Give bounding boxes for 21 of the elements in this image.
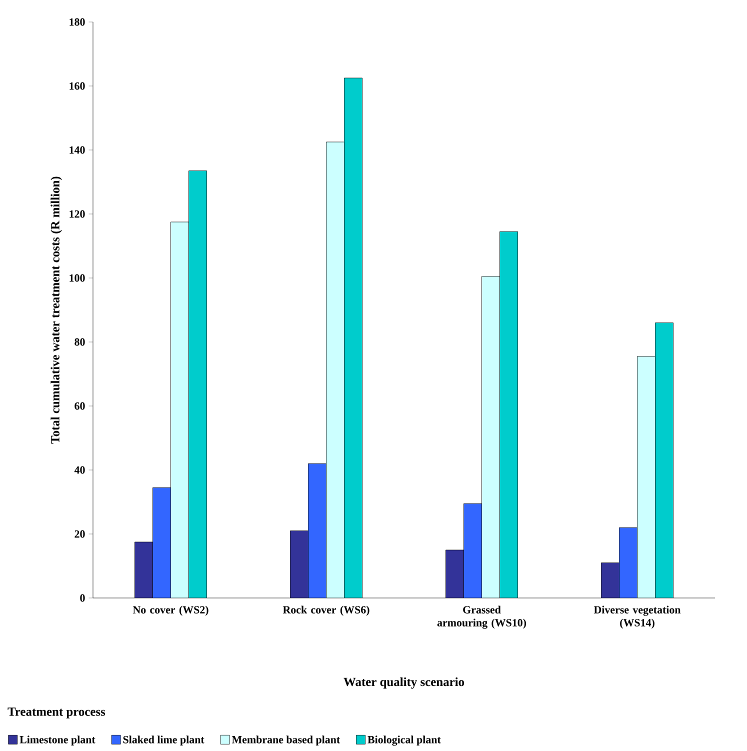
y-tick-label: 0 xyxy=(80,594,85,602)
y-tick-label: 120 xyxy=(70,210,85,218)
legend-label: Slaked lime plant xyxy=(123,736,204,746)
y-tick-label: 100 xyxy=(70,274,85,282)
x-tick-label: Grassed armouring (WS10) xyxy=(437,606,526,629)
y-tick-label: 60 xyxy=(74,402,85,410)
y-axis-title: Total cumulative water treatment costs (R million) xyxy=(50,176,62,444)
legend-label: Biological plant xyxy=(368,736,441,746)
x-tick-label: Rock cover (WS6) xyxy=(282,606,370,616)
legend-label: Limestone plant xyxy=(20,736,96,746)
y-tick-label: 20 xyxy=(74,530,85,538)
x-axis-title: Water quality scenario xyxy=(344,677,464,689)
y-tick-label: 80 xyxy=(74,338,85,346)
y-tick-label: 180 xyxy=(70,18,85,26)
legend-label: Membrane based plant xyxy=(232,736,340,746)
y-tick-label: 140 xyxy=(70,146,85,154)
y-tick-label: 160 xyxy=(70,82,85,90)
legend-title: Treatment process xyxy=(8,708,106,718)
x-tick-label: No cover (WS2) xyxy=(132,606,208,616)
x-tick-label: Diverse vegetation (WS14) xyxy=(594,606,681,629)
y-tick-label: 40 xyxy=(74,466,85,474)
